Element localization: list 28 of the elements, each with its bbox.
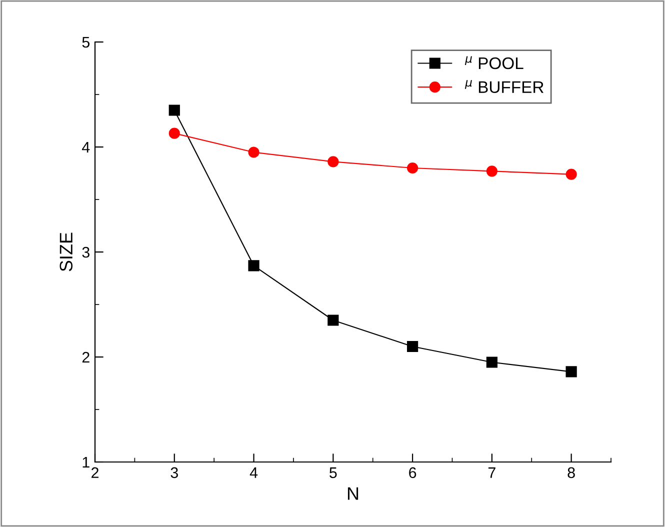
x-tick-label: 8 bbox=[568, 467, 575, 478]
point bbox=[328, 156, 339, 168]
x-tick-label: 7 bbox=[488, 467, 496, 478]
point bbox=[566, 366, 577, 378]
point bbox=[566, 168, 577, 180]
x-tick-label: 3 bbox=[170, 467, 178, 478]
point bbox=[486, 356, 498, 368]
x-axis-title: N bbox=[348, 487, 358, 500]
legend-label: $^{μ}$ BUFFER bbox=[464, 80, 544, 94]
y-tick-label: 3 bbox=[82, 246, 90, 258]
point bbox=[328, 314, 339, 326]
point bbox=[486, 166, 498, 177]
y-tick-label: 2 bbox=[82, 352, 90, 363]
point bbox=[406, 162, 418, 174]
point bbox=[248, 146, 260, 158]
point bbox=[406, 340, 418, 352]
legend-label: $^{μ}$ POOL bbox=[464, 56, 524, 70]
y-tick-label: 5 bbox=[82, 37, 90, 48]
point bbox=[168, 104, 180, 116]
x-tick-label: 2 bbox=[92, 467, 98, 478]
point bbox=[168, 128, 180, 139]
x-tick-label: 4 bbox=[250, 467, 258, 478]
y-tick-label: 1 bbox=[82, 457, 90, 468]
x-tick-label: 6 bbox=[409, 467, 416, 478]
x-tick-label: 5 bbox=[330, 467, 337, 478]
point bbox=[248, 260, 260, 272]
y-tick-label: 4 bbox=[82, 142, 90, 153]
y-axis-title: SIZE bbox=[60, 232, 73, 272]
